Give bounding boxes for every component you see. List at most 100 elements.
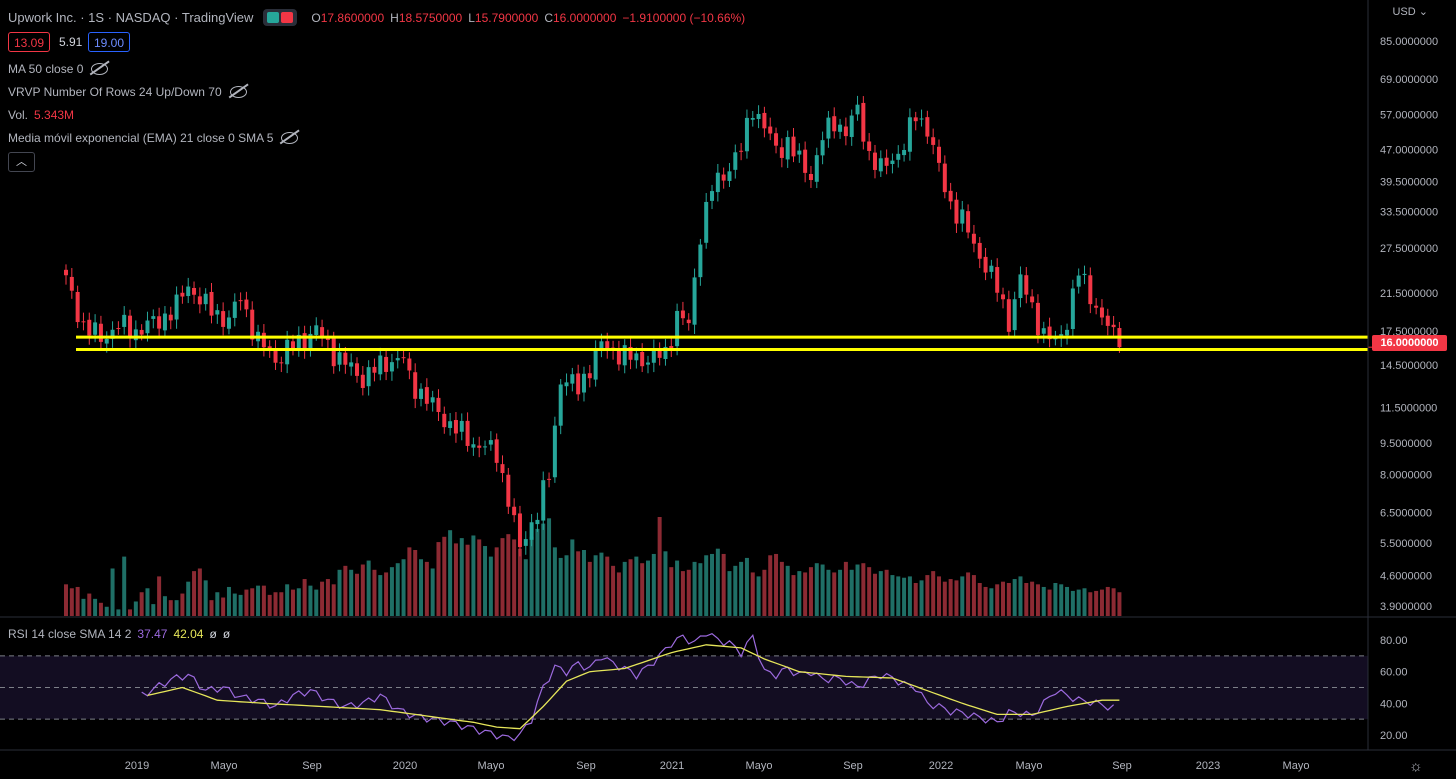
candle-body xyxy=(192,287,197,295)
volume-bar xyxy=(977,583,982,616)
rsi-tick-label: 20.00 xyxy=(1380,730,1408,742)
volume-bar xyxy=(675,560,680,616)
volume-bar xyxy=(622,561,627,616)
candle-body xyxy=(954,199,959,224)
volume-bar xyxy=(640,563,645,616)
volume-bar xyxy=(98,602,103,616)
candle-body xyxy=(87,319,92,336)
volume-bar xyxy=(1041,586,1046,616)
indicator-vrvp[interactable]: VRVP Number Of Rows 24 Up/Down 70 xyxy=(8,85,247,99)
currency-label: USD xyxy=(1392,6,1416,18)
candle-body xyxy=(605,341,610,350)
time-tick-label: Mayo xyxy=(1016,760,1043,772)
indicator-volume[interactable]: Vol. 5.343M xyxy=(8,108,74,122)
volume-bar xyxy=(913,583,918,616)
price-tick-label: 17.5000000 xyxy=(1380,326,1438,338)
volume-bar xyxy=(180,593,185,616)
ask-price-box[interactable]: 19.00 xyxy=(88,32,131,52)
volume-bar xyxy=(704,555,709,616)
candle-body xyxy=(669,346,674,348)
volume-bar xyxy=(907,576,912,616)
candle-body xyxy=(599,341,604,350)
candle-body xyxy=(721,174,726,181)
volume-bar xyxy=(226,586,231,616)
ema-label: Media móvil exponencial (EMA) 21 close 0… xyxy=(8,131,274,145)
price-tick-label: 9.5000000 xyxy=(1380,438,1432,450)
candle-body xyxy=(75,291,80,323)
volume-bar xyxy=(343,565,348,616)
candle-body xyxy=(436,397,441,412)
volume-bar xyxy=(442,536,447,616)
candle-body xyxy=(768,126,773,134)
time-tick-label: Sep xyxy=(302,760,322,772)
volume-bar xyxy=(87,593,92,616)
price-tick-label: 5.5000000 xyxy=(1380,538,1432,550)
candle-body xyxy=(971,233,976,244)
volume-bar xyxy=(1006,583,1011,616)
candle-body xyxy=(774,133,779,146)
candle-body xyxy=(465,420,470,446)
hidden-eye-icon[interactable] xyxy=(281,132,299,144)
candle-body xyxy=(477,445,482,448)
currency-selector[interactable]: USD ⌄ xyxy=(1392,5,1428,18)
volume-bar xyxy=(1088,592,1093,616)
volume-bar xyxy=(267,594,272,616)
candle-body xyxy=(1094,305,1099,308)
candle-body xyxy=(238,300,243,302)
time-tick-label: Mayo xyxy=(211,760,238,772)
volume-bar xyxy=(331,584,336,616)
rsi-legend[interactable]: RSI 14 close SMA 14 2 37.47 42.04 ø ø xyxy=(8,627,230,641)
candle-body xyxy=(756,113,761,119)
volume-bar xyxy=(535,528,540,616)
hidden-eye-icon[interactable] xyxy=(229,86,247,98)
candle-body xyxy=(197,296,202,305)
candles-icon[interactable] xyxy=(263,9,298,26)
volume-bar xyxy=(395,563,400,616)
candle-body xyxy=(453,419,458,434)
settings-gear-icon[interactable]: ☼ xyxy=(1409,758,1423,775)
candle-body xyxy=(867,141,872,151)
volume-bar xyxy=(302,579,307,616)
candle-body xyxy=(704,201,709,243)
volume-bar xyxy=(750,572,755,616)
candle-body xyxy=(1030,296,1035,303)
collapse-legend-button[interactable]: ︿ xyxy=(8,152,35,172)
candle-body xyxy=(308,333,313,349)
rsi-sma-value: 42.04 xyxy=(173,627,204,641)
candle-body xyxy=(547,478,552,480)
volume-bar xyxy=(552,547,557,616)
volume-bar xyxy=(779,561,784,616)
volume-bar xyxy=(872,573,877,616)
candle-body xyxy=(686,319,691,324)
volume-bar xyxy=(81,598,86,616)
volume-bar xyxy=(995,584,1000,616)
volume-bar xyxy=(389,567,394,616)
volume-bar xyxy=(407,547,412,616)
volume-bar xyxy=(937,576,941,616)
volume-bar xyxy=(942,581,947,616)
candle-body xyxy=(296,334,301,349)
candle-body xyxy=(931,137,936,145)
candle-body xyxy=(995,267,1000,293)
candle-body xyxy=(680,310,685,319)
volume-bar xyxy=(803,572,808,616)
candle-body xyxy=(93,322,98,335)
volume-bar xyxy=(221,597,226,616)
candle-body xyxy=(232,301,237,318)
indicator-ma[interactable]: MA 50 close 0 xyxy=(8,62,109,76)
symbol-title[interactable]: Upwork Inc. · 1S · NASDAQ · TradingView xyxy=(8,10,254,25)
candle-body xyxy=(424,387,429,404)
volume-bar xyxy=(721,553,726,616)
candle-body xyxy=(407,358,412,371)
candle-body xyxy=(488,440,493,445)
indicator-ema[interactable]: Media móvil exponencial (EMA) 21 close 0… xyxy=(8,131,299,145)
volume-bar xyxy=(657,517,662,616)
rsi-sma-line xyxy=(147,644,1120,730)
bid-price-box[interactable]: 13.09 xyxy=(8,32,51,52)
hidden-eye-icon[interactable] xyxy=(91,63,109,75)
volume-bar xyxy=(739,561,744,616)
time-tick-label: 2021 xyxy=(660,760,684,772)
candle-body xyxy=(1035,302,1040,336)
candle-body xyxy=(494,439,499,463)
